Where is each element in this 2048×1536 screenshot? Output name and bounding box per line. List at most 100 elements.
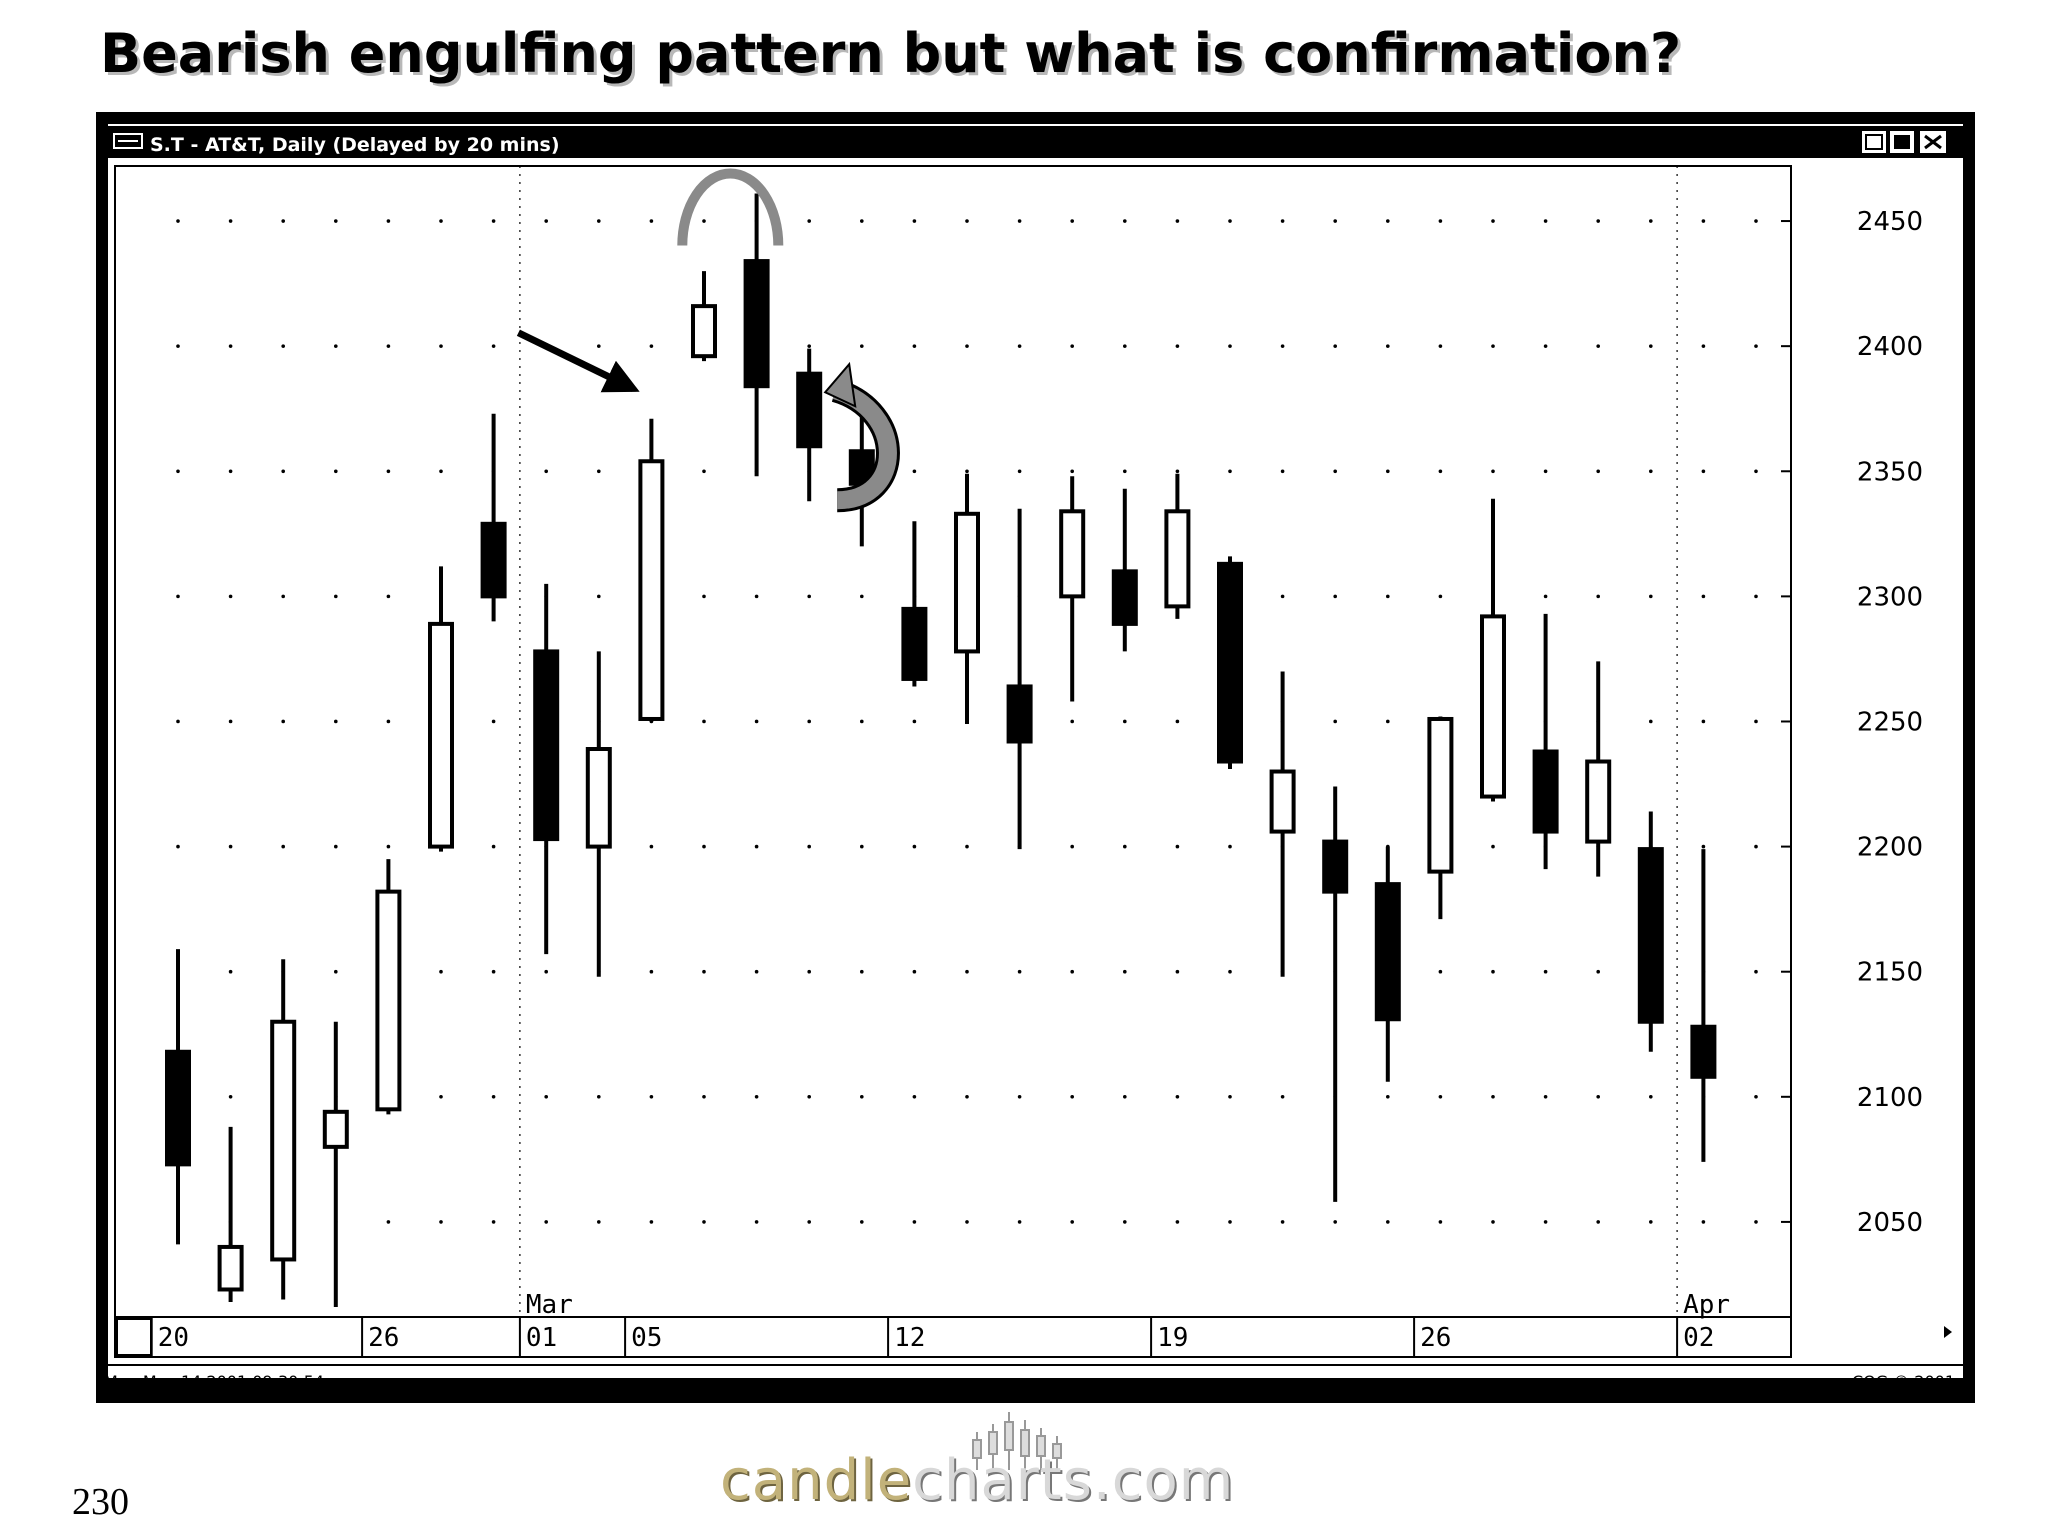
grid-dot bbox=[702, 969, 706, 974]
month-label: Mar bbox=[526, 1290, 573, 1320]
candle-bullish bbox=[1164, 473, 1191, 619]
grid-dot bbox=[176, 344, 180, 348]
candle-body bbox=[165, 1049, 191, 1167]
grid-dot bbox=[439, 469, 443, 474]
candle-body bbox=[585, 747, 612, 849]
grid-dot bbox=[1280, 1095, 1285, 1099]
grid-dot bbox=[1017, 1220, 1022, 1224]
grid-dot bbox=[1438, 344, 1443, 348]
grid-dot bbox=[334, 219, 338, 223]
window-controls[interactable] bbox=[1862, 131, 1946, 153]
grid-dot bbox=[860, 594, 864, 599]
grid-dot bbox=[544, 219, 548, 223]
grid-dot bbox=[1070, 719, 1074, 724]
grid-dot bbox=[1596, 594, 1600, 599]
annotation-arc bbox=[677, 168, 784, 246]
grid-dot bbox=[1491, 469, 1495, 474]
grid-dot bbox=[544, 1095, 548, 1099]
grid-dot bbox=[1491, 219, 1495, 223]
grid-dot bbox=[965, 219, 969, 223]
grid-dot bbox=[702, 844, 706, 849]
grid-dot bbox=[1596, 344, 1600, 348]
candle-bearish bbox=[1322, 786, 1349, 1202]
minimize-icon[interactable] bbox=[1862, 131, 1886, 153]
grid-dot bbox=[754, 719, 759, 724]
grid-dot bbox=[649, 1220, 654, 1224]
candle-bullish bbox=[375, 859, 402, 1115]
grid-dot bbox=[1280, 219, 1285, 223]
grid-dot bbox=[1175, 969, 1180, 974]
grid-dot bbox=[597, 469, 601, 474]
candle-bullish bbox=[1480, 498, 1506, 802]
y-tick-label: 2150 bbox=[1857, 958, 1923, 988]
candle-bearish bbox=[1217, 556, 1243, 770]
candle-bearish bbox=[1690, 849, 1717, 1162]
grid-dot bbox=[1017, 219, 1022, 223]
brand-text: candlecharts.com bbox=[720, 1448, 1234, 1513]
y-tick-label: 2200 bbox=[1857, 833, 1923, 863]
grid-dot bbox=[1701, 344, 1706, 348]
grid-dot bbox=[1175, 469, 1180, 474]
slide-title: Bearish engulfing pattern but what is co… bbox=[100, 22, 1682, 85]
grid-dot bbox=[1386, 219, 1390, 223]
candle-bearish bbox=[1374, 846, 1401, 1082]
candle-bullish bbox=[217, 1126, 244, 1302]
grid-dot bbox=[1754, 719, 1758, 724]
grid-dot bbox=[386, 844, 391, 849]
candle-bullish bbox=[1269, 671, 1296, 977]
close-icon[interactable] bbox=[1920, 131, 1946, 153]
grid-dot bbox=[965, 969, 969, 974]
grid-dot bbox=[1333, 219, 1337, 223]
grid-dot bbox=[860, 969, 864, 974]
grid-dot bbox=[1333, 594, 1337, 599]
grid-dot bbox=[386, 219, 391, 223]
grid-dot bbox=[649, 1095, 654, 1099]
grid-dot bbox=[1333, 1220, 1337, 1224]
grid-dot bbox=[1386, 719, 1390, 724]
window-title-bar[interactable] bbox=[108, 126, 1963, 158]
candle-bearish bbox=[1006, 508, 1033, 850]
candlecharts-logo[interactable]: candlecharts.com bbox=[720, 1410, 1240, 1520]
grid-dot bbox=[1017, 969, 1022, 974]
status-timestamp: Mon May 14 2001 09:30:54 bbox=[104, 1372, 324, 1391]
grid-dot bbox=[1228, 969, 1232, 974]
grid-dot bbox=[649, 844, 654, 849]
candle-bullish bbox=[954, 473, 980, 724]
grid-dot bbox=[1333, 344, 1337, 348]
grid-dot bbox=[1438, 969, 1443, 974]
grid-dot bbox=[1596, 219, 1600, 223]
grid-dot bbox=[228, 844, 233, 849]
grid-dot bbox=[807, 594, 811, 599]
candle-bullish bbox=[322, 1021, 349, 1307]
grid-dot bbox=[1123, 469, 1127, 474]
grid-dot bbox=[491, 344, 496, 348]
window-menu-icon[interactable] bbox=[113, 133, 143, 149]
grid-dot bbox=[807, 719, 811, 724]
candle-bullish bbox=[1427, 716, 1454, 920]
grid-dot bbox=[860, 219, 864, 223]
scroll-right-icon[interactable] bbox=[1944, 1326, 1952, 1338]
y-tick-label: 2450 bbox=[1857, 207, 1923, 237]
grid-dot bbox=[912, 469, 917, 474]
grid-dot bbox=[702, 219, 706, 223]
window-title: S.T - AT&T, Daily (Delayed by 20 mins) bbox=[150, 134, 560, 156]
candle-body bbox=[901, 606, 928, 681]
candle-body bbox=[375, 889, 402, 1112]
grid-dot bbox=[597, 1095, 601, 1099]
candle-body bbox=[1059, 509, 1086, 599]
grid-dot bbox=[1123, 1095, 1127, 1099]
grid-dot bbox=[1491, 844, 1495, 849]
grid-dot bbox=[1228, 844, 1232, 849]
grid-dot bbox=[702, 1095, 706, 1099]
x-tick-label: 01 bbox=[526, 1323, 557, 1353]
grid-dot bbox=[1701, 719, 1706, 724]
grid-dot bbox=[1070, 1095, 1074, 1099]
grid-dot bbox=[1280, 469, 1285, 474]
grid-dot bbox=[807, 219, 811, 223]
grid-dot bbox=[491, 969, 496, 974]
maximize-icon[interactable] bbox=[1890, 131, 1914, 153]
grid-dot bbox=[334, 844, 338, 849]
grid-dot bbox=[912, 844, 917, 849]
grid-dot bbox=[281, 844, 286, 849]
